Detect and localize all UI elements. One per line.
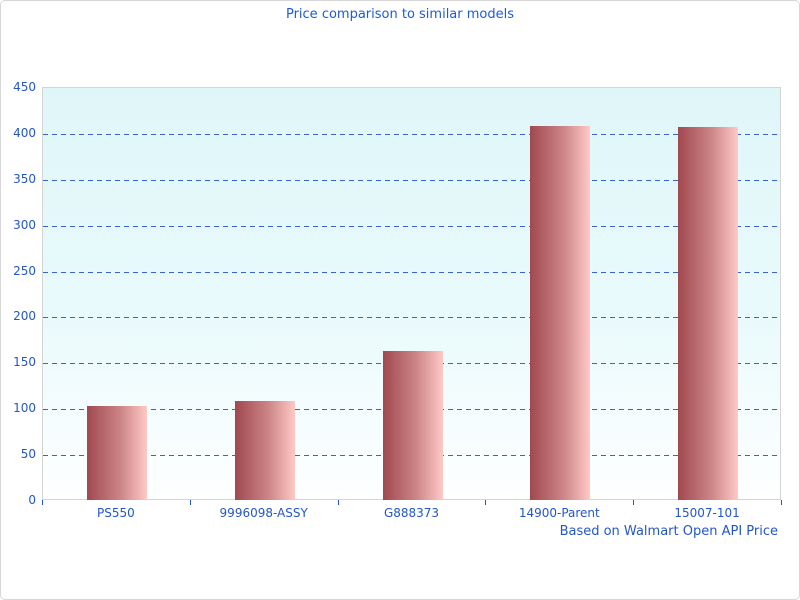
y-tick-label: 300	[13, 217, 36, 232]
bar-14900-Parent	[530, 125, 591, 500]
y-tick-label: 50	[20, 447, 36, 462]
x-tick-label: 9996098-ASSY	[219, 506, 308, 520]
gridline	[43, 133, 780, 135]
bar-15007-101	[678, 127, 739, 500]
chart-title: Price comparison to similar models	[285, 7, 515, 22]
y-tick-label: 350	[13, 171, 36, 186]
x-axis-tick	[633, 500, 635, 505]
chart-caption: Based on Walmart Open API Price	[559, 524, 778, 539]
x-tick-label: 15007-101	[674, 506, 740, 520]
x-axis-tick	[485, 500, 487, 505]
x-tick-label: G888373	[383, 506, 440, 520]
bar-9996098-ASSY	[234, 400, 295, 500]
x-axis-tick	[781, 500, 782, 505]
y-tick-label: 200	[13, 309, 36, 324]
x-axis-tick	[189, 500, 191, 505]
plot-area	[42, 87, 781, 500]
x-tick-label: 14900-Parent	[518, 506, 600, 520]
bar-PS550	[86, 405, 147, 500]
x-axis-tick	[337, 500, 339, 505]
x-tick-label: PS550	[97, 506, 135, 520]
gridline	[43, 317, 780, 319]
y-tick-label: 150	[13, 355, 36, 370]
y-tick-label: 400	[13, 125, 36, 140]
y-tick-label: 450	[13, 80, 36, 94]
gridline	[43, 271, 780, 273]
y-tick-label: 250	[13, 263, 36, 278]
gridline	[43, 225, 780, 227]
x-axis-tick	[42, 500, 43, 505]
y-tick-label: 0	[28, 493, 36, 507]
y-tick-label: 100	[13, 401, 36, 416]
bar-G888373	[382, 351, 443, 500]
gridline	[43, 179, 780, 181]
